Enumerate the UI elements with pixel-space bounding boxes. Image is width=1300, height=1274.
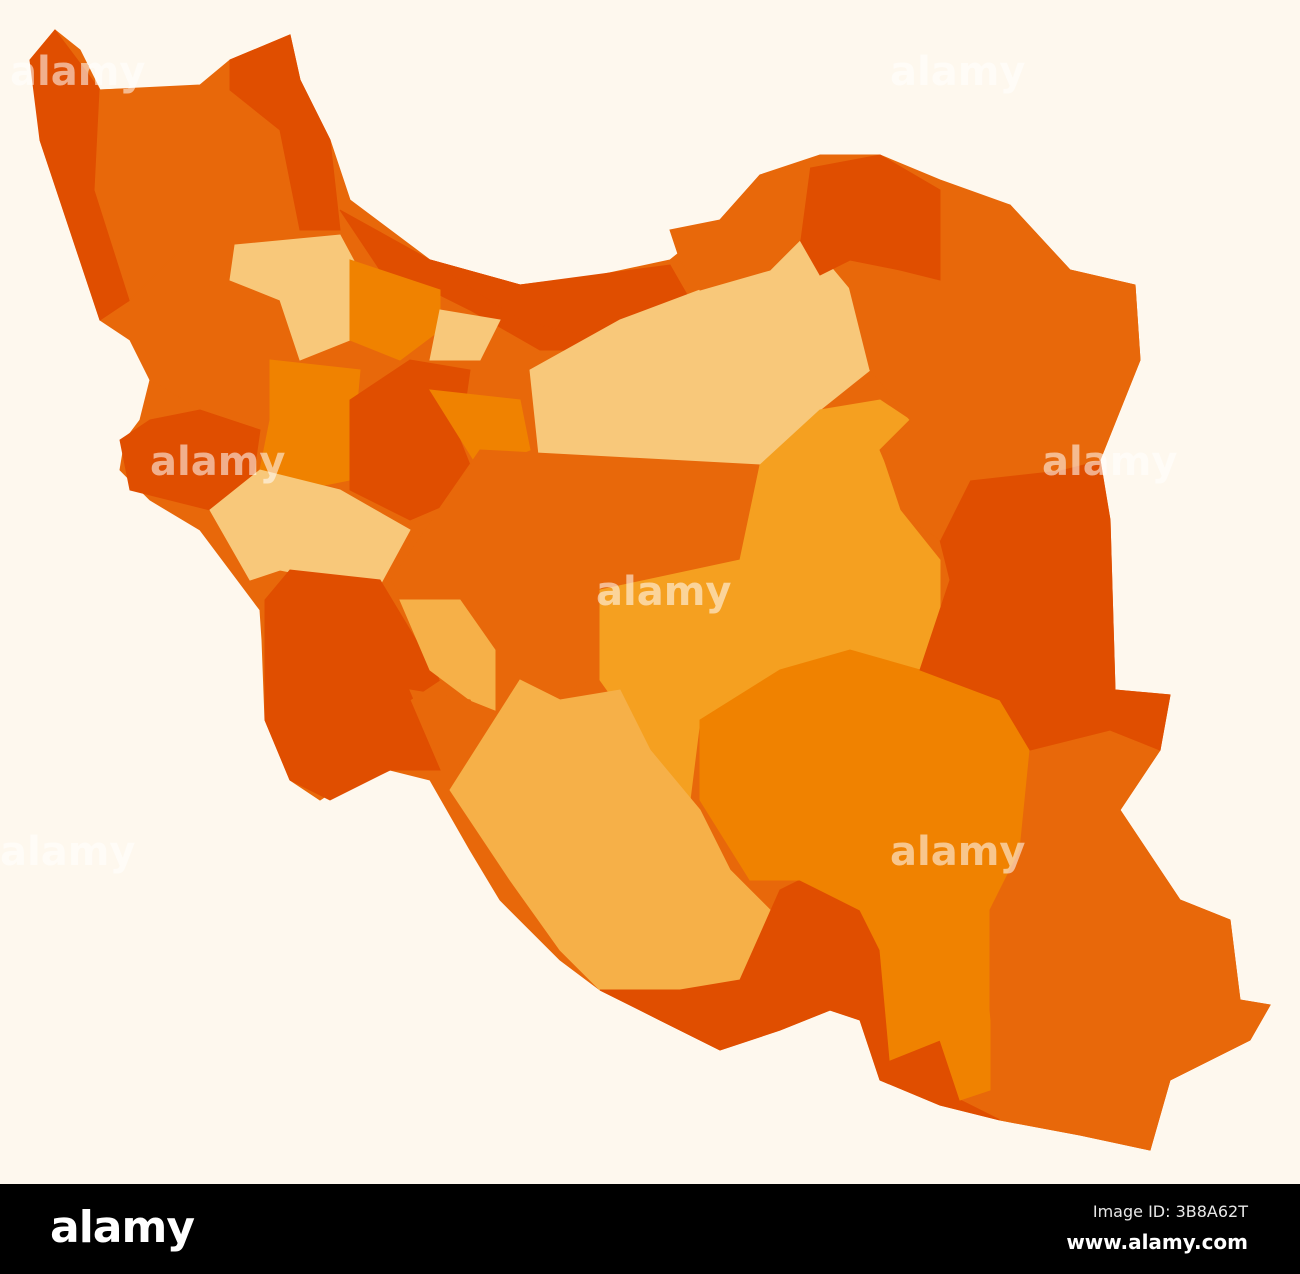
province — [264, 569, 441, 801]
watermark: alamy — [10, 49, 145, 95]
province — [669, 164, 811, 291]
province — [349, 259, 441, 361]
footer-bar: alamy Image ID: 3B8A62T www.alamy.com — [0, 1184, 1300, 1274]
province — [449, 679, 771, 991]
watermark: alamy — [150, 439, 285, 485]
site-url: www.alamy.com — [1066, 1230, 1248, 1254]
province — [989, 729, 1271, 1151]
watermark: alamy — [890, 49, 1025, 95]
image-id: Image ID: 3B8A62T — [1092, 1202, 1248, 1221]
province — [429, 389, 531, 471]
province — [119, 409, 261, 511]
watermark: alamy — [0, 829, 135, 875]
province — [429, 309, 501, 361]
watermark: alamy — [1042, 439, 1177, 485]
province — [229, 234, 376, 361]
watermark: alamy — [890, 829, 1025, 875]
watermark-logos: alamy alamy alamy alamy alamy alamy alam… — [0, 49, 1177, 875]
province — [799, 154, 941, 281]
alamy-logo: alamy — [50, 1202, 195, 1253]
watermark: alamy — [596, 569, 731, 615]
province — [229, 34, 341, 231]
province — [399, 599, 496, 711]
iran-provinces-map: alamy alamy alamy alamy alamy alamy alam… — [0, 29, 1271, 1151]
